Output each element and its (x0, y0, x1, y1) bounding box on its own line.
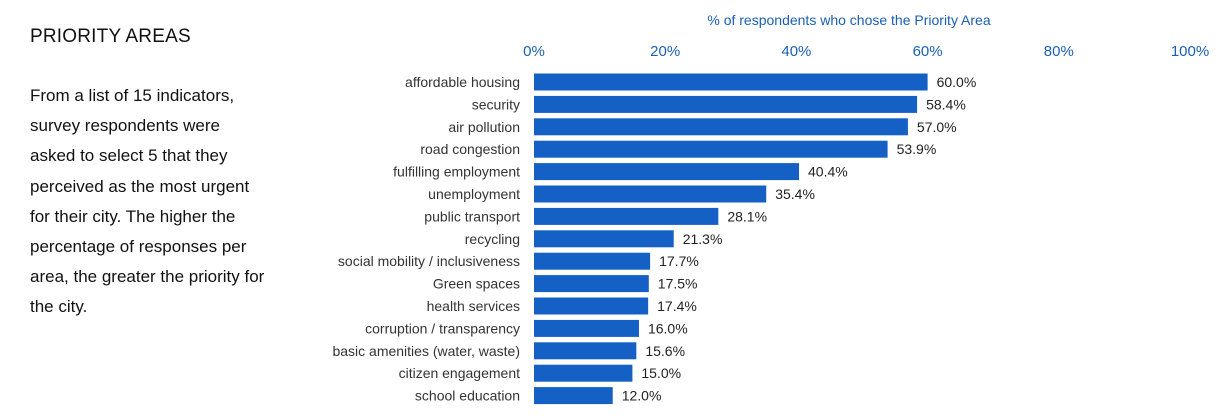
panel-title: PRIORITY AREAS (30, 26, 191, 47)
x-tick-label: 0% (523, 43, 545, 60)
x-tick-label: 100% (1171, 43, 1209, 60)
panel-description: From a list of 15 indicators, survey res… (30, 86, 265, 317)
bar (534, 185, 767, 203)
bar (534, 230, 674, 248)
value-label: 58.4% (926, 96, 966, 112)
value-label: 28.1% (727, 208, 767, 224)
x-tick-label: 20% (650, 43, 680, 60)
category-label: air pollution (448, 119, 520, 135)
value-label: 17.7% (659, 253, 699, 269)
category-label: public transport (424, 208, 520, 224)
bar (534, 207, 719, 225)
category-label: security (472, 96, 520, 112)
category-label: affordable housing (405, 74, 520, 90)
value-label: 12.0% (622, 388, 662, 404)
value-label: 17.5% (658, 276, 698, 292)
category-label: citizen engagement (399, 365, 521, 381)
value-label: 40.4% (808, 164, 848, 180)
bar (534, 163, 800, 181)
category-label: corruption / transparency (365, 320, 520, 336)
value-label: 17.4% (657, 298, 697, 314)
value-label: 57.0% (917, 119, 957, 135)
bar (534, 140, 888, 158)
bar (534, 73, 928, 91)
category-label: recycling (465, 231, 520, 247)
bar (534, 319, 639, 337)
value-label: 53.9% (897, 141, 937, 157)
value-label: 60.0% (937, 74, 977, 90)
bars: affordable housing 60.0% security 58.4% air … (332, 73, 977, 405)
category-label: road congestion (420, 141, 520, 157)
value-label: 16.0% (648, 320, 688, 336)
category-label: social mobility / inclusiveness (338, 253, 520, 269)
category-label: fulfilling employment (393, 164, 520, 180)
value-label: 15.0% (641, 365, 681, 381)
value-label: 35.4% (775, 186, 815, 202)
bar (534, 118, 908, 136)
bar (534, 95, 918, 113)
bar (534, 275, 649, 293)
category-label: Green spaces (433, 276, 520, 292)
category-label: school education (415, 388, 520, 404)
x-axis-ticks: 0% 20% 40% 60% 80% 100% (523, 43, 1209, 60)
bar (534, 297, 649, 315)
category-label: health services (427, 298, 520, 314)
x-tick-label: 80% (1044, 43, 1074, 60)
value-label: 21.3% (683, 231, 723, 247)
bar (534, 252, 651, 270)
bar (534, 387, 613, 405)
x-tick-label: 40% (781, 43, 811, 60)
value-label: 15.6% (645, 343, 685, 359)
x-axis-title: % of respondents who chose the Priority … (707, 12, 990, 28)
bar (534, 364, 633, 382)
x-tick-label: 60% (913, 43, 943, 60)
bar (534, 342, 637, 360)
category-label: basic amenities (water, waste) (332, 343, 520, 359)
category-label: unemployment (428, 186, 520, 202)
